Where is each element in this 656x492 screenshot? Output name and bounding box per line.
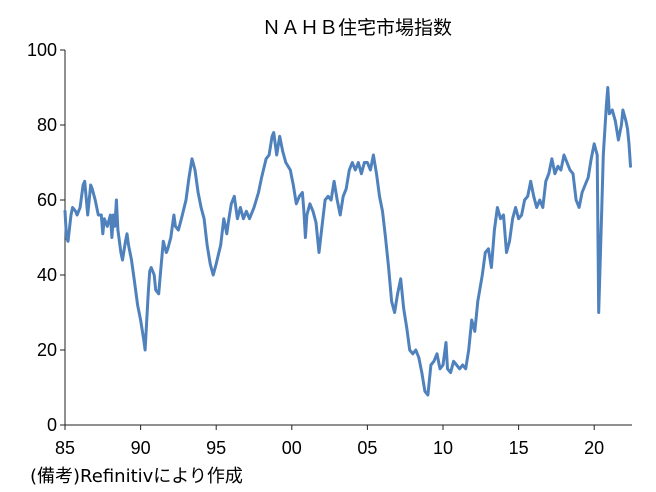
- series-layer: [63, 86, 632, 397]
- chart-title: ＮＡＨＢ住宅市場指数: [262, 17, 452, 39]
- series-line: [63, 86, 632, 397]
- y-ticks: 0 20 40 60 80 100: [27, 40, 65, 435]
- x-tick-label: 10: [433, 438, 453, 458]
- x-tick-label: 15: [509, 438, 529, 458]
- x-tick-label: 20: [584, 438, 604, 458]
- y-tick-label: 40: [37, 265, 57, 285]
- x-ticks: 85 90 95 00 05 10 15 20: [55, 425, 604, 458]
- x-tick-label: 90: [131, 438, 151, 458]
- x-tick-label: 95: [206, 438, 226, 458]
- x-tick-label: 05: [357, 438, 377, 458]
- y-tick-label: 60: [37, 190, 57, 210]
- y-tick-label: 0: [47, 415, 57, 435]
- x-tick-label: 85: [55, 438, 75, 458]
- y-tick-label: 20: [37, 340, 57, 360]
- x-tick-label: 00: [282, 438, 302, 458]
- y-tick-label: 100: [27, 40, 57, 60]
- y-tick-label: 80: [37, 115, 57, 135]
- axes: [64, 50, 632, 426]
- source-note: (備考)Refinitivにより作成: [30, 466, 243, 487]
